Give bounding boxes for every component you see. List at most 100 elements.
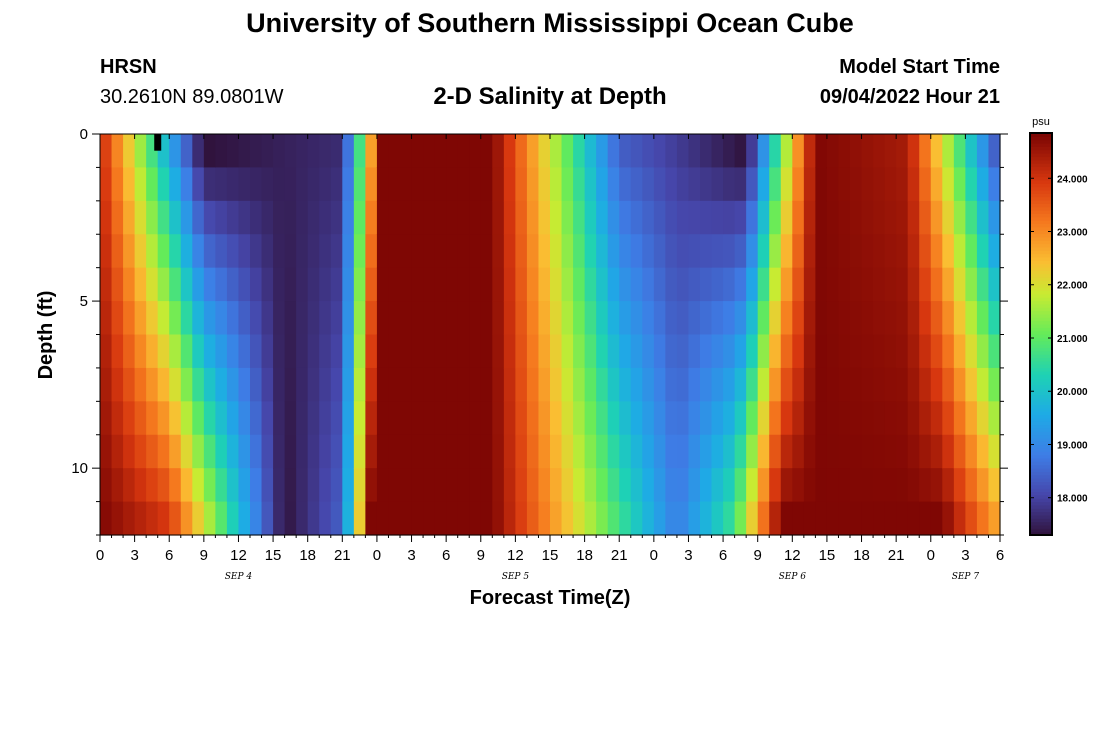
colorbar-segment	[1030, 350, 1052, 355]
heatmap-cell	[180, 334, 193, 369]
x-tick-label: 6	[442, 547, 450, 564]
heatmap-cell	[492, 401, 505, 436]
heatmap-cell	[711, 167, 724, 202]
heatmap-cell	[988, 267, 1001, 302]
heatmap-cell	[203, 200, 216, 235]
heatmap-cell	[169, 167, 182, 202]
heatmap-cell	[896, 468, 909, 503]
heatmap-cell	[734, 334, 747, 369]
colorbar-segment	[1030, 270, 1052, 275]
heatmap-cell	[561, 468, 574, 503]
heatmap-cell	[157, 167, 170, 202]
heatmap-cell	[896, 234, 909, 269]
heatmap-cell	[238, 434, 251, 469]
heatmap-cell	[457, 334, 470, 369]
heatmap-cell	[515, 301, 528, 336]
heatmap-cell	[584, 334, 597, 369]
heatmap-cell	[723, 434, 736, 469]
heatmap-cell	[226, 401, 240, 436]
heatmap-cell	[215, 401, 228, 436]
heatmap-cell	[976, 401, 990, 436]
heatmap-cell	[688, 234, 701, 269]
heatmap-cell	[503, 267, 516, 302]
colorbar-segment	[1030, 498, 1052, 503]
heatmap-cell	[353, 200, 366, 235]
heatmap-cell	[307, 334, 320, 369]
heatmap-cell	[688, 434, 701, 469]
chart-title: 2-D Salinity at Depth	[433, 83, 667, 110]
heatmap-cell	[584, 134, 597, 169]
y-tick-label: 5	[80, 293, 88, 310]
heatmap-cell	[965, 401, 978, 436]
heatmap-cell	[503, 468, 516, 503]
heatmap-cell	[111, 200, 124, 235]
heatmap-cell	[319, 334, 332, 369]
colorbar-segment	[1030, 424, 1052, 429]
heatmap-cell	[930, 200, 943, 235]
heatmap-cell	[780, 167, 793, 202]
heatmap-cell	[296, 134, 309, 169]
x-tick-label: 18	[299, 547, 316, 564]
heatmap-cell	[169, 468, 182, 503]
heatmap-cell	[157, 200, 170, 235]
heatmap-cell	[815, 367, 828, 402]
heatmap-cell	[873, 367, 886, 402]
colorbar-segment	[1030, 491, 1052, 496]
heatmap-cell	[273, 367, 286, 402]
heatmap-cell	[653, 167, 666, 202]
heatmap-cell	[803, 401, 816, 436]
heatmap-cell	[584, 367, 597, 402]
heatmap-cell	[503, 434, 516, 469]
heatmap-cell	[376, 167, 390, 202]
heatmap-cell	[561, 434, 574, 469]
heatmap-cell	[850, 267, 863, 302]
colorbar-segment	[1030, 307, 1052, 312]
colorbar-segment	[1030, 471, 1052, 476]
colorbar-segment	[1030, 508, 1052, 513]
heatmap-cell	[157, 434, 170, 469]
heatmap-cell	[734, 301, 747, 336]
heatmap-cell	[157, 501, 170, 536]
heatmap-cell	[988, 367, 1001, 402]
heatmap-cell	[919, 367, 932, 402]
heatmap-cell	[734, 200, 747, 235]
heatmap-cell	[307, 367, 320, 402]
heatmap-cell	[319, 167, 332, 202]
heatmap-cell	[515, 200, 528, 235]
heatmap-cell	[330, 501, 343, 536]
heatmap-cell	[446, 468, 459, 503]
heatmap-cell	[480, 267, 493, 302]
heatmap-cell	[896, 200, 909, 235]
heatmap-cell	[896, 401, 909, 436]
heatmap-cell	[492, 134, 505, 169]
heatmap-cell	[365, 200, 378, 235]
heatmap-cell	[653, 334, 666, 369]
heatmap-cell	[526, 267, 540, 302]
colorbar-segment	[1030, 461, 1052, 466]
heatmap-cell	[492, 267, 505, 302]
x-tick-label: 21	[611, 547, 628, 564]
heatmap-cell	[307, 301, 320, 336]
heatmap-cell	[180, 134, 193, 169]
heatmap-cell	[746, 167, 759, 202]
heatmap-cell	[861, 134, 874, 169]
heatmap-cell	[469, 200, 482, 235]
colorbar-segment	[1030, 468, 1052, 472]
heatmap-cell	[734, 267, 747, 302]
colorbar-segment	[1030, 431, 1052, 436]
heatmap-cell	[492, 200, 505, 235]
heatmap-cell	[180, 468, 193, 503]
heatmap-cell	[607, 200, 620, 235]
heatmap-cell	[423, 301, 436, 336]
colorbar-segment	[1030, 166, 1052, 171]
heatmap-cell	[203, 468, 216, 503]
heatmap-cell	[480, 401, 493, 436]
heatmap-cell	[480, 367, 493, 402]
colorbar-segment	[1030, 434, 1052, 439]
colorbar-segment	[1030, 253, 1052, 258]
heatmap-cell	[826, 167, 840, 202]
heatmap-cell	[353, 167, 366, 202]
heatmap-cell	[942, 401, 955, 436]
heatmap-cell	[307, 167, 320, 202]
heatmap-cell	[780, 200, 793, 235]
